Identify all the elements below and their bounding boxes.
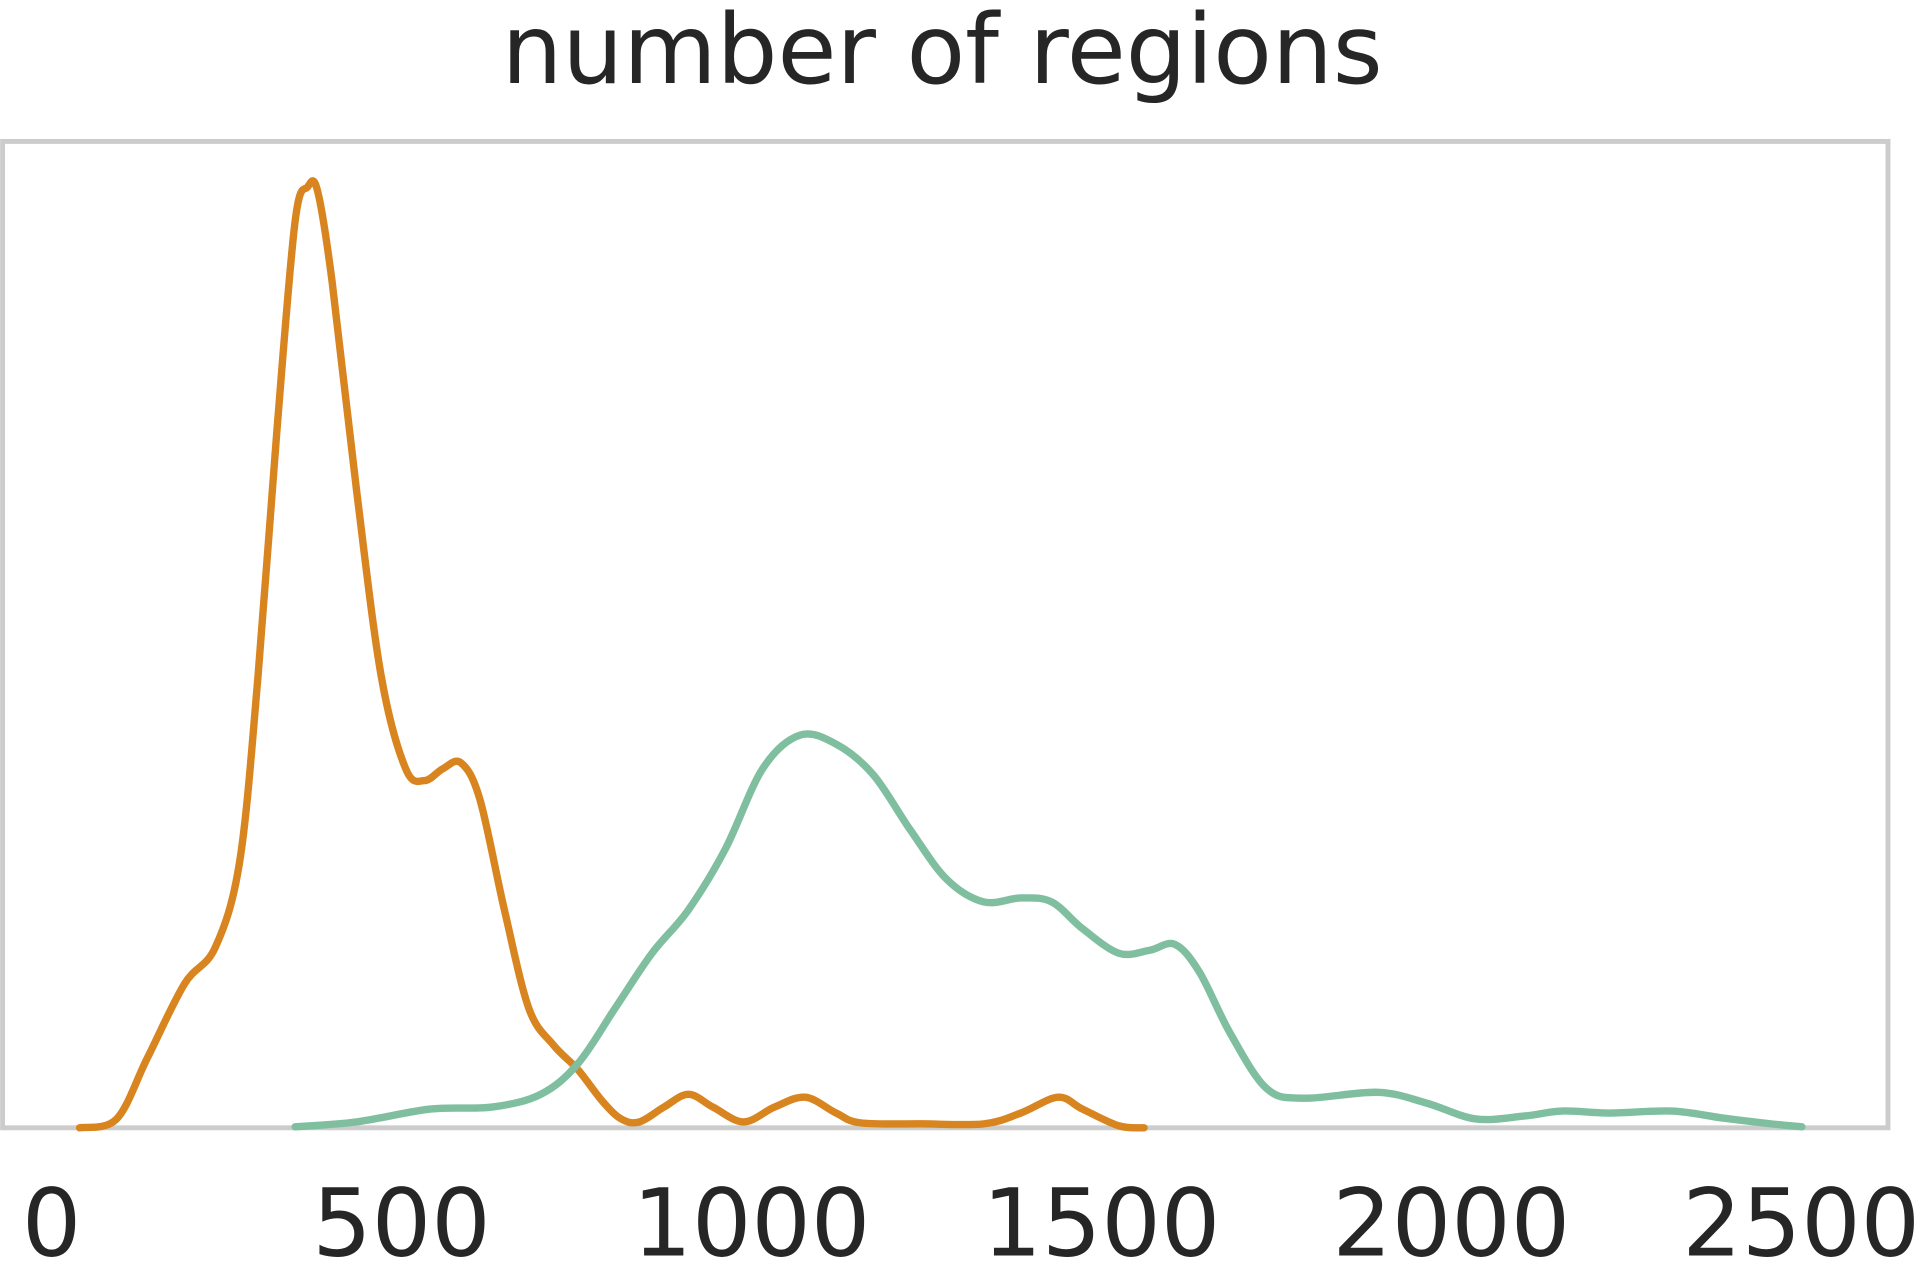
x-tick-label: 1000: [632, 1169, 870, 1278]
x-tick-label: 2500: [1682, 1169, 1920, 1278]
density-line: [291, 730, 1806, 1131]
x-tick-label: 0: [22, 1169, 81, 1278]
chart-title: number of regions: [502, 0, 1383, 106]
density-line: [75, 177, 1148, 1132]
x-tick-label: 500: [312, 1169, 490, 1278]
x-tick-label: 1500: [982, 1169, 1220, 1278]
x-tick-label: 2000: [1332, 1169, 1570, 1278]
